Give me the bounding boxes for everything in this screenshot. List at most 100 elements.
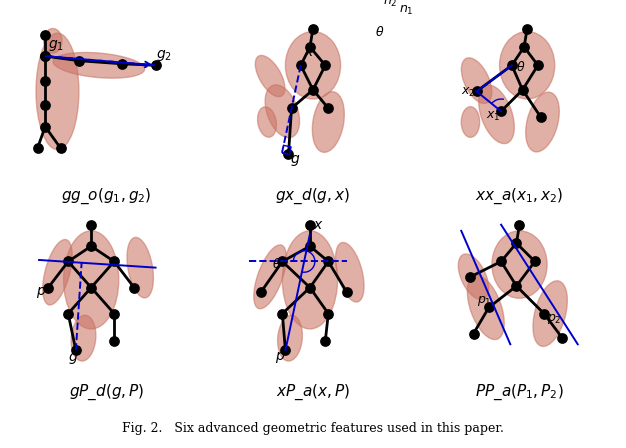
- Point: [518, 86, 528, 94]
- Point: [129, 284, 139, 291]
- Ellipse shape: [127, 237, 153, 298]
- Point: [277, 258, 287, 265]
- Point: [530, 258, 540, 265]
- Point: [342, 289, 352, 296]
- Point: [86, 284, 96, 291]
- Ellipse shape: [461, 107, 480, 138]
- Text: $p$: $p$: [36, 285, 46, 300]
- Text: $gg\_o(g_1,g_2)$: $gg\_o(g_1,g_2)$: [61, 187, 151, 206]
- Point: [305, 242, 315, 250]
- Point: [468, 330, 478, 337]
- Point: [40, 102, 50, 109]
- Point: [40, 123, 50, 130]
- Ellipse shape: [285, 32, 341, 99]
- Point: [150, 62, 160, 69]
- Point: [321, 338, 331, 345]
- Text: $\theta$: $\theta$: [516, 60, 526, 74]
- Ellipse shape: [265, 85, 300, 138]
- Ellipse shape: [255, 56, 285, 97]
- Point: [471, 88, 481, 95]
- Point: [109, 258, 119, 265]
- Point: [308, 25, 318, 32]
- Point: [63, 310, 73, 317]
- Ellipse shape: [479, 85, 515, 144]
- Point: [305, 221, 315, 228]
- Point: [522, 25, 532, 32]
- Text: $p_2$: $p_2$: [547, 312, 562, 326]
- Point: [539, 310, 549, 317]
- Ellipse shape: [71, 315, 96, 361]
- Text: $\theta$: $\theta$: [375, 25, 384, 39]
- Point: [323, 310, 333, 317]
- Point: [40, 31, 50, 38]
- Ellipse shape: [282, 231, 337, 329]
- Point: [117, 60, 127, 67]
- Point: [496, 258, 506, 265]
- Text: $gP\_d(g,P)$: $gP\_d(g,P)$: [69, 383, 144, 402]
- Text: $x$: $x$: [313, 218, 324, 233]
- Point: [63, 258, 73, 265]
- Text: $p_1$: $p_1$: [476, 294, 491, 308]
- Point: [74, 57, 84, 65]
- Ellipse shape: [278, 315, 302, 361]
- Text: $x$: $x$: [304, 45, 314, 59]
- Point: [308, 86, 318, 94]
- Point: [515, 221, 525, 228]
- Ellipse shape: [257, 107, 277, 137]
- Point: [109, 338, 119, 345]
- Text: $gx\_d(g,x)$: $gx\_d(g,x)$: [275, 187, 351, 206]
- Point: [557, 335, 567, 342]
- Ellipse shape: [64, 231, 119, 329]
- Text: $x_1$: $x_1$: [486, 110, 500, 123]
- Text: $x_2$: $x_2$: [461, 86, 476, 99]
- Point: [256, 289, 266, 296]
- Text: $\theta$: $\theta$: [272, 257, 281, 271]
- Point: [321, 62, 331, 69]
- Point: [109, 310, 119, 317]
- Point: [287, 105, 297, 112]
- Point: [507, 62, 517, 69]
- Point: [323, 258, 333, 265]
- Ellipse shape: [43, 240, 72, 305]
- Ellipse shape: [533, 281, 567, 346]
- Text: $xP\_a(x,P)$: $xP\_a(x,P)$: [276, 383, 350, 402]
- Point: [536, 114, 546, 121]
- Point: [40, 52, 50, 60]
- Point: [305, 284, 315, 291]
- Point: [466, 273, 476, 280]
- Point: [40, 52, 50, 60]
- Point: [56, 145, 66, 152]
- Text: $g$: $g$: [290, 153, 300, 168]
- Point: [33, 145, 43, 152]
- Point: [511, 282, 521, 289]
- Point: [40, 77, 50, 84]
- Ellipse shape: [53, 52, 145, 78]
- Point: [519, 43, 529, 51]
- Ellipse shape: [526, 92, 559, 152]
- Ellipse shape: [461, 58, 492, 103]
- Point: [533, 62, 543, 69]
- Ellipse shape: [500, 32, 555, 99]
- Text: $g_2$: $g_2$: [155, 47, 172, 63]
- Point: [86, 221, 96, 228]
- Point: [484, 304, 494, 311]
- Ellipse shape: [312, 92, 344, 152]
- Text: $xx\_a(x_1,x_2)$: $xx\_a(x_1,x_2)$: [475, 187, 563, 206]
- Point: [86, 242, 96, 250]
- Ellipse shape: [44, 29, 62, 53]
- Point: [511, 240, 521, 247]
- Text: $p$: $p$: [275, 349, 285, 365]
- Text: $g$: $g$: [68, 351, 78, 366]
- Text: $n_2$: $n_2$: [383, 0, 398, 9]
- Text: $n_1$: $n_1$: [399, 4, 414, 17]
- Point: [295, 62, 305, 69]
- Ellipse shape: [254, 245, 286, 309]
- Text: $g_1$: $g_1$: [48, 39, 64, 53]
- Ellipse shape: [492, 231, 547, 298]
- Point: [280, 347, 290, 354]
- Text: $PP\_a(P_1,P_2)$: $PP\_a(P_1,P_2)$: [475, 383, 564, 402]
- Text: Fig. 2.   Six advanced geometric features used in this paper.: Fig. 2. Six advanced geometric features …: [122, 422, 504, 435]
- Point: [43, 284, 53, 291]
- Ellipse shape: [458, 254, 489, 300]
- Point: [496, 108, 506, 115]
